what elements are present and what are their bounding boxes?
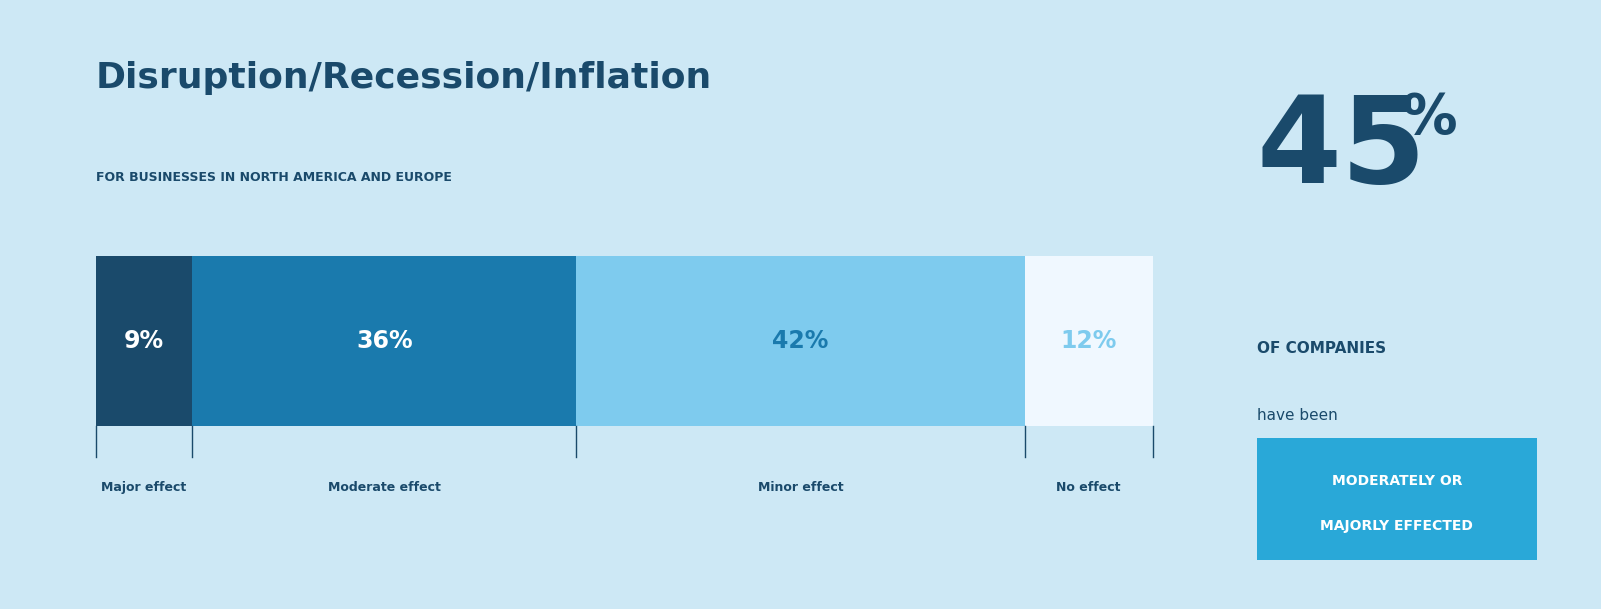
Text: 12%: 12% [1060, 329, 1117, 353]
Text: 36%: 36% [355, 329, 413, 353]
Text: have been: have been [1257, 408, 1337, 423]
Bar [192, 256, 576, 426]
Bar [576, 256, 1025, 426]
Text: Major effect: Major effect [101, 481, 187, 494]
FancyBboxPatch shape [1257, 438, 1537, 560]
Text: OF COMPANIES: OF COMPANIES [1257, 341, 1386, 356]
Text: 42%: 42% [772, 329, 829, 353]
Text: Moderate effect: Moderate effect [328, 481, 440, 494]
Text: MAJORLY EFFECTED: MAJORLY EFFECTED [1321, 519, 1473, 533]
Text: Disruption/Recession/Inflation: Disruption/Recession/Inflation [96, 61, 712, 95]
Bar [96, 256, 192, 426]
Text: FOR BUSINESSES IN NORTH AMERICA AND EUROPE: FOR BUSINESSES IN NORTH AMERICA AND EURO… [96, 171, 451, 183]
Text: No effect: No effect [1057, 481, 1121, 494]
Text: MODERATELY OR: MODERATELY OR [1332, 474, 1462, 488]
Text: %: % [1401, 91, 1457, 146]
Text: Minor effect: Minor effect [757, 481, 844, 494]
Text: 45: 45 [1257, 91, 1426, 208]
Text: 9%: 9% [123, 329, 165, 353]
Bar [1025, 256, 1153, 426]
